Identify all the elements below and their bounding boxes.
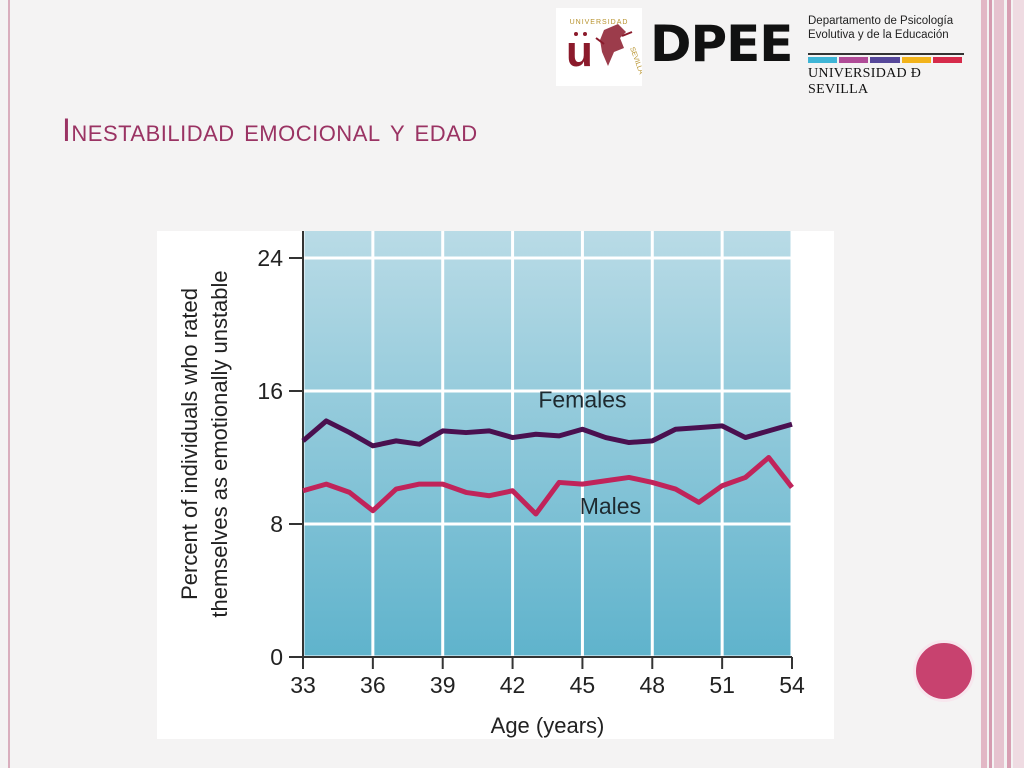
x-tick-label: 42 [500, 672, 526, 698]
department-name: Departamento de Psicología Evolutiva y d… [808, 14, 953, 42]
slide-title: Inestabilidad emocional y edad [62, 112, 478, 148]
y-tick-label: 16 [257, 378, 283, 404]
x-tick-label: 39 [430, 672, 456, 698]
x-tick-label: 36 [360, 672, 386, 698]
svg-text:UNIVERSIDAD: UNIVERSIDAD [570, 19, 629, 26]
header-rule [808, 53, 964, 55]
university-name: UNIVERSIDAD Ð SEVILLA [808, 66, 922, 97]
dpee-acronym: DPEE [650, 15, 793, 73]
decor-stripe [1007, 0, 1011, 768]
x-axis-label: Age (years) [491, 713, 605, 738]
x-tick-label: 33 [290, 672, 316, 698]
y-tick-label: 0 [270, 644, 283, 670]
color-bar-2 [870, 57, 900, 63]
color-bar-3 [901, 57, 931, 63]
y-axis-label-line: themselves as emotionally unstable [207, 270, 232, 617]
x-tick-label: 45 [570, 672, 596, 698]
series-label-males: Males [580, 493, 641, 519]
color-bar-4 [932, 57, 963, 63]
y-axis-label: Percent of individuals who rated themselv… [177, 270, 232, 617]
decor-stripe [981, 0, 987, 768]
series-line-females [301, 418, 793, 449]
decor-circle [913, 640, 975, 702]
decor-stripe [989, 0, 992, 768]
left-border-line [8, 0, 10, 768]
decor-stripe [994, 0, 1004, 768]
axes: 0 8 16 24 33 36 39 42 45 48 51 54 [257, 231, 805, 698]
series-label-females: Females [538, 387, 626, 413]
color-bar-1 [839, 57, 869, 63]
x-tick-label: 54 [779, 672, 805, 698]
header-logos: UNIVERSIDAD SEVILLA u DPEE Departamento … [556, 8, 972, 97]
x-tick-label: 48 [639, 672, 665, 698]
color-bars [808, 57, 964, 63]
svg-text:u: u [566, 27, 593, 76]
chart-container: 0 8 16 24 33 36 39 42 45 48 51 54 Females Males Age … [157, 231, 834, 739]
y-axis-label-line: Percent of individuals who rated [177, 288, 202, 600]
series-line-males [302, 455, 794, 517]
color-bar-0 [808, 57, 838, 63]
y-tick-label: 8 [270, 511, 283, 537]
decor-stripe [1013, 0, 1024, 768]
line-chart: 0 8 16 24 33 36 39 42 45 48 51 54 Females Males Age … [177, 231, 805, 738]
series-labels: Females Males [538, 387, 641, 519]
y-tick-label: 24 [257, 245, 283, 271]
university-seal-logo: UNIVERSIDAD SEVILLA u [556, 8, 642, 86]
department-line-1: Departamento de Psicología [808, 15, 954, 27]
department-line-2: Evolutiva y de la Educación [808, 29, 949, 41]
x-tick-label: 51 [709, 672, 735, 698]
series-lines [301, 418, 794, 517]
